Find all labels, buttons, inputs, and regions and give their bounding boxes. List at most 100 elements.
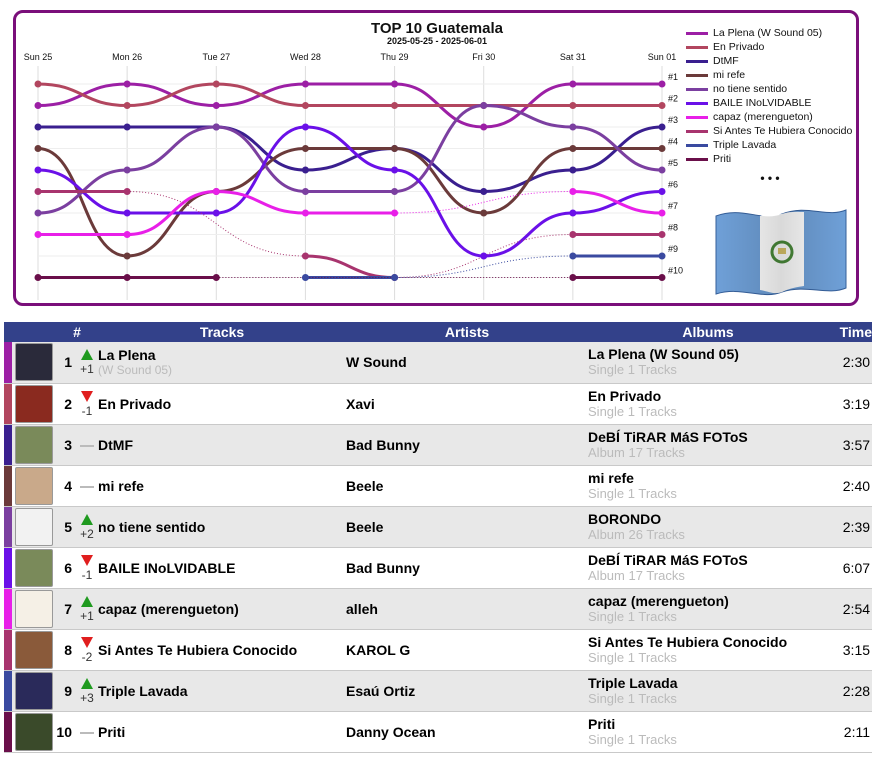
artist-name[interactable]: W Sound <box>346 342 589 384</box>
data-point[interactable] <box>123 102 131 109</box>
artist-name[interactable]: Xavi <box>346 383 589 425</box>
data-point[interactable] <box>391 166 399 174</box>
data-point[interactable] <box>569 188 577 195</box>
data-point[interactable] <box>301 188 309 195</box>
series-line[interactable] <box>36 125 664 258</box>
track-cell[interactable]: DtMF <box>98 424 347 466</box>
header-num[interactable]: # <box>56 322 99 342</box>
legend-entry[interactable]: BAILE INoLVIDABLE <box>713 97 811 109</box>
album-cell[interactable]: Priti Single 1 Tracks <box>588 711 829 753</box>
table-row[interactable]: 7 +1 capaz (merengueton) alleh capaz (mereng… <box>4 588 873 630</box>
data-point[interactable] <box>658 123 666 131</box>
album-cell[interactable]: La Plena (W Sound 05) Single 1 Tracks <box>588 342 829 384</box>
data-point[interactable] <box>123 123 131 131</box>
track-cell[interactable]: Triple Lavada <box>98 670 347 712</box>
data-point[interactable] <box>301 166 309 174</box>
artist-name[interactable]: Bad Bunny <box>346 424 589 466</box>
album-title[interactable]: Priti <box>588 715 616 732</box>
table-row[interactable]: 10 Priti Danny Ocean Priti Single 1 Tracks 2:… <box>4 711 873 753</box>
album-cover-icon[interactable] <box>15 466 53 505</box>
track-title[interactable]: BAILE INoLVIDABLE <box>98 559 236 576</box>
header-time[interactable]: Time <box>828 322 873 342</box>
data-point[interactable] <box>480 188 488 195</box>
data-point[interactable] <box>34 123 42 131</box>
series-line[interactable] <box>36 125 664 194</box>
album-cell[interactable]: En Privado Single 1 Tracks <box>588 383 829 425</box>
track-cell[interactable]: BAILE INoLVIDABLE <box>98 547 347 589</box>
series-line[interactable] <box>36 82 664 129</box>
track-title[interactable]: mi refe <box>98 477 144 494</box>
table-row[interactable]: 9 +3 Triple Lavada Esaú Ortiz Triple Lavada S… <box>4 670 873 712</box>
data-point[interactable] <box>569 102 577 109</box>
album-cover-icon[interactable] <box>15 630 53 669</box>
album-cover-icon[interactable] <box>15 507 53 546</box>
data-point[interactable] <box>301 274 309 281</box>
album-title[interactable]: DeBÍ TiRAR MáS FOToS <box>588 551 748 568</box>
album-cell[interactable]: Triple Lavada Single 1 Tracks <box>588 670 829 712</box>
track-cell[interactable]: no tiene sentido <box>98 506 347 548</box>
data-point[interactable] <box>658 274 666 281</box>
data-point[interactable] <box>480 252 488 260</box>
track-cell[interactable]: En Privado <box>98 383 347 425</box>
data-point[interactable] <box>301 209 309 217</box>
data-point[interactable] <box>123 209 131 217</box>
data-point[interactable] <box>301 102 309 109</box>
data-point[interactable] <box>123 252 131 260</box>
data-point[interactable] <box>658 209 666 217</box>
album-cell[interactable]: DeBÍ TiRAR MáS FOToS Album 17 Tracks <box>588 547 829 589</box>
legend-entry[interactable]: La Plena (W Sound 05) <box>713 27 822 39</box>
table-row[interactable]: 4 mi refe Beele mi refe Single 1 Tracks 2:40 <box>4 465 873 507</box>
series-line[interactable] <box>36 146 664 258</box>
track-title[interactable]: no tiene sentido <box>98 518 206 535</box>
album-cell[interactable]: mi refe Single 1 Tracks <box>588 465 829 507</box>
album-cover-icon[interactable] <box>15 384 53 423</box>
track-title[interactable]: capaz (merengueton) <box>98 600 239 617</box>
album-cell[interactable]: Si Antes Te Hubiera Conocido Single 1 Tra… <box>588 629 829 671</box>
data-point[interactable] <box>301 252 309 260</box>
artist-name[interactable]: Bad Bunny <box>346 547 589 589</box>
legend-entry[interactable]: En Privado <box>713 41 765 53</box>
table-row[interactable]: 2 -1 En Privado Xavi En Privado Single 1 Trac… <box>4 383 873 425</box>
legend-entry[interactable]: Si Antes Te Hubiera Conocido <box>713 125 852 137</box>
album-cell[interactable]: capaz (merengueton) Single 1 Tracks <box>588 588 829 630</box>
data-point[interactable] <box>123 231 131 238</box>
album-cell[interactable]: BORONDO Album 26 Tracks <box>588 506 829 548</box>
track-title[interactable]: Si Antes Te Hubiera Conocido <box>98 641 298 658</box>
album-cover-icon[interactable] <box>15 712 53 751</box>
series-line[interactable] <box>36 82 664 108</box>
album-cover-icon[interactable] <box>15 589 53 628</box>
data-point[interactable] <box>658 166 666 174</box>
data-point[interactable] <box>480 102 488 109</box>
artist-name[interactable]: Beele <box>346 465 589 507</box>
track-cell[interactable]: La Plena (W Sound 05) <box>98 342 347 384</box>
header-tracks[interactable]: Tracks <box>98 322 347 342</box>
data-point[interactable] <box>391 102 399 109</box>
data-point[interactable] <box>569 145 577 152</box>
album-cover-icon[interactable] <box>15 425 53 464</box>
series-line[interactable] <box>303 254 397 279</box>
data-point[interactable] <box>569 123 577 131</box>
album-title[interactable]: mi refe <box>588 469 634 486</box>
data-point[interactable] <box>569 80 577 88</box>
data-point[interactable] <box>212 209 220 217</box>
data-point[interactable] <box>569 252 577 260</box>
data-point[interactable] <box>123 80 131 88</box>
legend-entry[interactable]: DtMF <box>713 55 739 67</box>
data-point[interactable] <box>34 209 42 217</box>
header-artists[interactable]: Artists <box>346 322 589 342</box>
data-point[interactable] <box>34 80 42 88</box>
artist-name[interactable]: KAROL G <box>346 629 589 671</box>
data-point[interactable] <box>123 166 131 174</box>
header-albums[interactable]: Albums <box>588 322 829 342</box>
data-point[interactable] <box>569 209 577 217</box>
data-point[interactable] <box>301 80 309 88</box>
table-row[interactable]: 6 -1 BAILE INoLVIDABLE Bad Bunny DeBÍ TiRAR … <box>4 547 873 589</box>
album-title[interactable]: BORONDO <box>588 510 662 527</box>
data-point[interactable] <box>391 209 399 217</box>
artist-name[interactable]: Esaú Ortiz <box>346 670 589 712</box>
legend-entry[interactable]: mi refe <box>713 69 745 81</box>
table-row[interactable]: 5 +2 no tiene sentido Beele BORONDO Album 26 … <box>4 506 873 548</box>
album-title[interactable]: Si Antes Te Hubiera Conocido <box>588 633 788 650</box>
artist-name[interactable]: Beele <box>346 506 589 548</box>
data-point[interactable] <box>658 102 666 109</box>
